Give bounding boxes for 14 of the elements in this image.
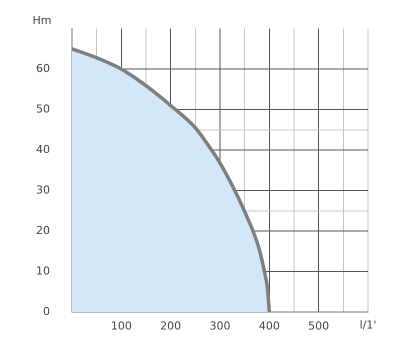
x-tick-label: 500 xyxy=(308,319,330,332)
y-tick-label: 30 xyxy=(36,183,50,196)
y-tick-label: 20 xyxy=(36,224,50,237)
y-tick-label: 40 xyxy=(36,142,50,156)
y-tick-label: 0 xyxy=(43,304,50,318)
x-tick-label: 400 xyxy=(258,319,280,332)
y-tick-label: 10 xyxy=(36,264,50,278)
y-tick-label: 50 xyxy=(36,102,50,116)
x-axis-title: l/1' xyxy=(360,318,376,332)
x-tick-label: 200 xyxy=(160,319,182,332)
x-tick-label: 100 xyxy=(110,319,132,332)
x-tick-label: 300 xyxy=(210,319,230,332)
y-axis-title: Hm xyxy=(32,14,52,27)
y-tick-label: 60 xyxy=(36,62,50,75)
